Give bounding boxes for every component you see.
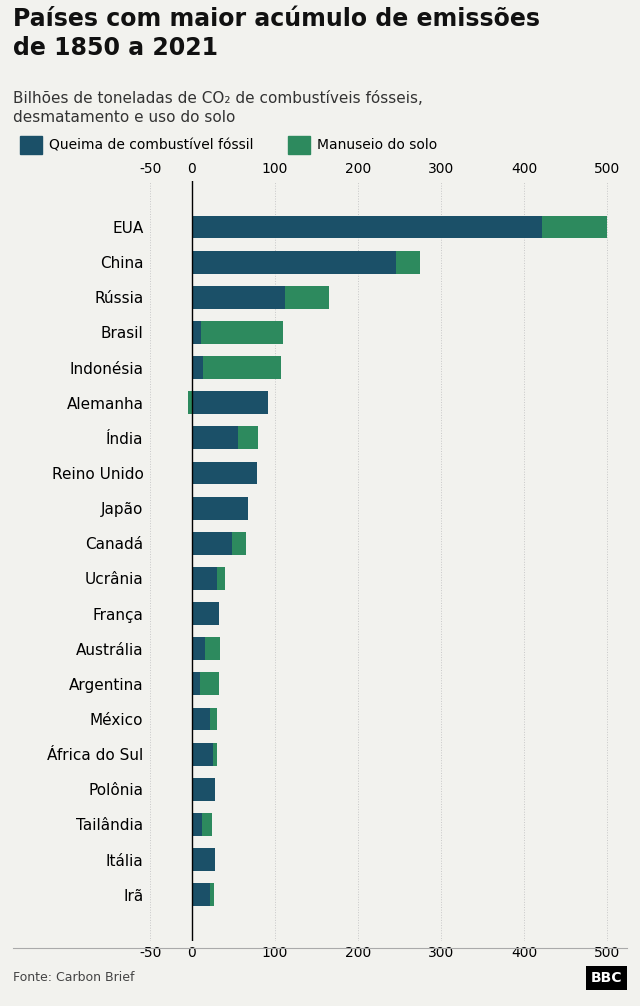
Bar — [201, 321, 284, 344]
Bar — [217, 567, 225, 590]
Bar — [237, 427, 259, 450]
Bar — [192, 778, 215, 801]
Bar — [192, 391, 268, 414]
Bar — [210, 883, 214, 906]
Text: Países com maior acúmulo de emissões
de 1850 a 2021: Países com maior acúmulo de emissões de … — [13, 7, 540, 59]
Bar — [396, 250, 420, 274]
Bar — [202, 813, 212, 836]
Bar — [192, 532, 232, 554]
Bar — [200, 672, 218, 695]
Bar — [212, 742, 217, 766]
Bar — [192, 462, 257, 485]
Bar — [192, 742, 212, 766]
Text: Bilhões de toneladas de CO₂ de combustíveis fósseis,
desmatamento e uso do solo: Bilhões de toneladas de CO₂ de combustív… — [13, 91, 422, 125]
Bar — [192, 286, 285, 309]
Bar — [232, 532, 246, 554]
Bar — [192, 813, 202, 836]
Bar — [192, 215, 541, 238]
Bar — [192, 356, 203, 379]
Bar — [210, 707, 217, 730]
Bar — [192, 250, 396, 274]
Text: BBC: BBC — [591, 971, 622, 985]
Bar — [205, 637, 220, 660]
Bar — [192, 567, 217, 590]
Bar — [192, 883, 210, 906]
Bar — [192, 707, 210, 730]
Bar — [285, 286, 329, 309]
Bar — [192, 848, 215, 871]
Bar — [192, 427, 237, 450]
Bar — [192, 637, 205, 660]
Bar — [192, 672, 200, 695]
Bar — [541, 215, 607, 238]
Legend: Queima de combustível fóssil, Manuseio do solo: Queima de combustível fóssil, Manuseio d… — [20, 136, 438, 154]
Bar — [192, 497, 248, 519]
Text: Fonte: Carbon Brief: Fonte: Carbon Brief — [13, 972, 134, 984]
Bar — [192, 321, 201, 344]
Bar — [203, 356, 281, 379]
Bar — [188, 391, 192, 414]
Bar — [192, 603, 220, 625]
